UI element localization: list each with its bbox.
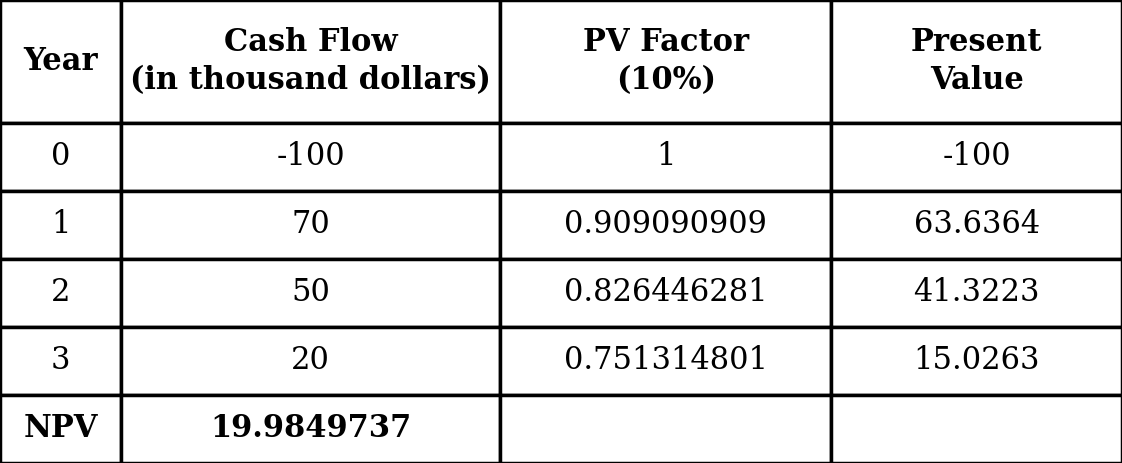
Text: 2: 2 <box>50 277 71 308</box>
Bar <box>500 327 831 395</box>
Bar <box>831 259 1122 327</box>
Text: 0.826446281: 0.826446281 <box>564 277 767 308</box>
Text: 0.909090909: 0.909090909 <box>564 209 767 240</box>
Bar <box>831 395 1122 463</box>
Text: 15.0263: 15.0263 <box>913 345 1040 376</box>
Bar <box>831 0 1122 123</box>
Text: Value: Value <box>930 65 1023 96</box>
Text: 0.751314801: 0.751314801 <box>564 345 767 376</box>
Text: -100: -100 <box>276 141 346 172</box>
Bar <box>500 123 831 191</box>
Text: -100: -100 <box>942 141 1011 172</box>
Bar <box>500 0 831 123</box>
Text: NPV: NPV <box>24 413 98 444</box>
Text: (10%): (10%) <box>616 65 716 96</box>
Text: 3: 3 <box>50 345 71 376</box>
Bar <box>121 191 500 259</box>
Text: Year: Year <box>24 46 98 77</box>
Text: (in thousand dollars): (in thousand dollars) <box>130 65 491 96</box>
Bar <box>121 327 500 395</box>
Bar <box>121 123 500 191</box>
Bar <box>121 0 500 123</box>
Text: 70: 70 <box>292 209 330 240</box>
Bar <box>0 191 121 259</box>
Bar <box>0 123 121 191</box>
Text: 19.9849737: 19.9849737 <box>210 413 412 444</box>
Text: Present: Present <box>911 27 1042 58</box>
Bar <box>0 259 121 327</box>
Text: 63.6364: 63.6364 <box>913 209 1040 240</box>
Text: Cash Flow: Cash Flow <box>224 27 397 58</box>
Text: 41.3223: 41.3223 <box>913 277 1040 308</box>
Bar <box>831 123 1122 191</box>
Bar <box>121 395 500 463</box>
Text: 1: 1 <box>656 141 675 172</box>
Bar <box>0 327 121 395</box>
Bar <box>831 327 1122 395</box>
Bar <box>0 395 121 463</box>
Bar <box>121 259 500 327</box>
Bar <box>500 191 831 259</box>
Text: 20: 20 <box>292 345 330 376</box>
Text: 50: 50 <box>292 277 330 308</box>
Bar <box>831 191 1122 259</box>
Text: 0: 0 <box>50 141 71 172</box>
Bar <box>0 0 121 123</box>
Text: PV Factor: PV Factor <box>582 27 749 58</box>
Bar <box>500 395 831 463</box>
Bar <box>500 259 831 327</box>
Text: 1: 1 <box>50 209 71 240</box>
